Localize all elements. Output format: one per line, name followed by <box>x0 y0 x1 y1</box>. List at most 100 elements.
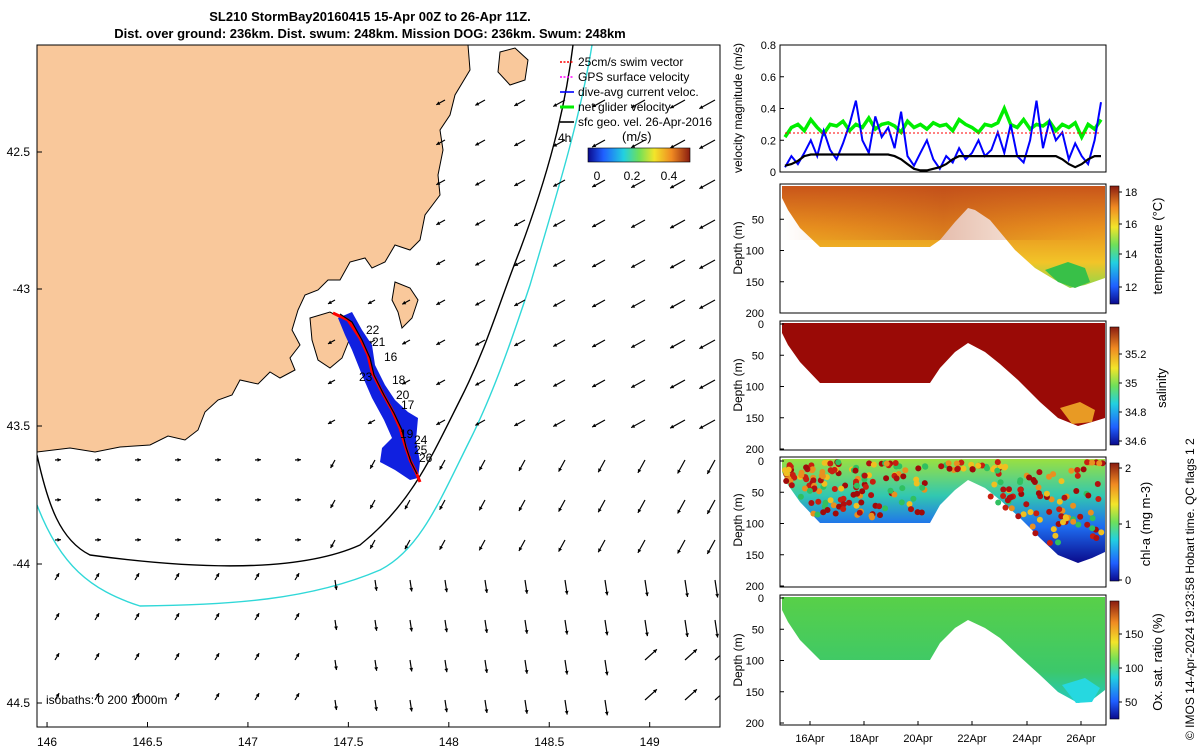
label-4h: 4h <box>558 131 571 145</box>
arrow-head <box>367 300 372 304</box>
colorbar-tick-label: 150 <box>1125 629 1143 641</box>
glider-current-envelope <box>338 312 420 480</box>
arrow-head <box>327 380 332 384</box>
chla-point <box>1058 478 1065 485</box>
arrow-head <box>215 613 220 618</box>
chla-point <box>1089 515 1096 522</box>
depth-tick-label: 200 <box>746 308 764 320</box>
oxygen-axes: 0 50 100 150 200 <box>746 593 784 730</box>
depth-tick-label: 0 <box>758 456 764 468</box>
arrow-head <box>475 301 480 306</box>
legend-label: dive-avg current veloc. <box>578 85 699 99</box>
arrow-head <box>553 343 558 347</box>
chla-point <box>853 502 860 509</box>
legend-label: sfc geo. vel. 26-Apr-2016 <box>578 115 712 129</box>
arrow-head <box>436 181 441 185</box>
arrow-head <box>592 183 597 188</box>
arrow-head <box>439 465 444 470</box>
chla-point <box>816 488 823 495</box>
chla-point <box>1093 535 1100 541</box>
arrow-head <box>97 457 101 462</box>
chla-point <box>1070 502 1077 509</box>
velocity-axes: 0 0.2 0.4 0.6 0.8 <box>761 40 784 179</box>
chla-point <box>1000 486 1007 493</box>
chla-point <box>1048 496 1055 503</box>
arrow-head <box>409 627 414 632</box>
arrow-head <box>553 143 558 147</box>
arrow-head <box>553 223 558 227</box>
arrow-head <box>436 141 441 145</box>
arrow-head <box>670 144 675 149</box>
chla-point <box>1056 506 1063 513</box>
chla-point <box>987 493 994 500</box>
temperature-colorbar-label: temperature (°C) <box>1150 198 1165 295</box>
arrow-head <box>215 573 220 578</box>
arrow-head <box>374 667 378 671</box>
arrow-head <box>699 185 704 189</box>
arrow-head <box>295 653 300 658</box>
isobaths-label: isobaths: 0 200 1000m <box>46 693 167 707</box>
depth-tick-label: 100 <box>746 382 764 394</box>
oxygen-ylabel: Depth (m) <box>731 633 745 686</box>
chla-point <box>1085 492 1092 499</box>
arrow-head <box>479 466 483 471</box>
chla-point <box>1020 511 1027 518</box>
arrow-head <box>217 457 221 462</box>
map-ytick-label: 43.5 <box>7 419 31 433</box>
arrow-head <box>670 384 675 389</box>
chla-point <box>1089 525 1096 532</box>
arrow-head <box>404 545 409 550</box>
arrow-head <box>137 537 141 542</box>
chla-point <box>1055 539 1061 546</box>
oxygen-colorbar-label: Ox. sat. ratio (%) <box>1150 613 1165 711</box>
time-tick-label: 18Apr <box>849 733 879 745</box>
arrow-head <box>402 300 407 305</box>
arrow-head <box>670 304 675 309</box>
temperature-panel: 50 100 150 200 Depth (m) 12 14 16 18 temperatu… <box>731 183 1165 320</box>
arrow-head <box>97 497 101 502</box>
chla-point <box>1068 467 1075 474</box>
arrow-head <box>564 710 569 715</box>
colorbar-tick-1: 0.2 <box>624 169 641 183</box>
arrow-head <box>514 302 519 306</box>
colorbar-tick-label: 16 <box>1125 219 1137 231</box>
arrow-head <box>409 587 414 592</box>
chla-point <box>803 464 810 471</box>
arrow-head <box>484 629 489 633</box>
arrow-head <box>370 464 374 469</box>
depth-tick-label: 200 <box>746 581 764 593</box>
arrow-head <box>670 184 675 189</box>
arrow-head <box>444 588 449 593</box>
chla-point <box>921 480 928 487</box>
velocity-arrow <box>714 694 720 701</box>
chla-point <box>814 511 821 518</box>
arrow-head <box>670 424 675 429</box>
arrow-head <box>327 340 332 344</box>
chla-point <box>866 460 873 467</box>
chla-point <box>1070 518 1077 525</box>
arrow-head <box>592 223 597 228</box>
arrow-head <box>693 689 697 694</box>
chla-point <box>902 467 909 474</box>
arrow-head <box>514 102 519 106</box>
chla-point <box>997 479 1004 486</box>
arrow-head <box>707 549 711 554</box>
arrow-head <box>295 573 300 578</box>
arrow-head <box>631 304 636 308</box>
velocity-ytick-label: 0.8 <box>761 40 776 52</box>
arrow-head <box>637 508 642 513</box>
arrow-head <box>475 141 480 146</box>
depth-tick-label: 50 <box>752 214 764 226</box>
arrow-head <box>637 548 642 553</box>
chla-colorbar: 0 1 2 <box>1119 463 1131 587</box>
chla-point <box>900 473 907 480</box>
arrow-head <box>553 423 558 427</box>
depth-tick-label: 200 <box>746 718 764 730</box>
chla-point <box>835 459 842 466</box>
arrow-head <box>558 507 562 512</box>
oxygen-panel: 0 50 100 150 200 Depth (m) 50 100 150 Ox. sat.… <box>731 593 1165 745</box>
arrow-head <box>334 706 338 710</box>
arrow-head <box>723 689 727 693</box>
colorbar-tick-label: 100 <box>1125 663 1143 675</box>
